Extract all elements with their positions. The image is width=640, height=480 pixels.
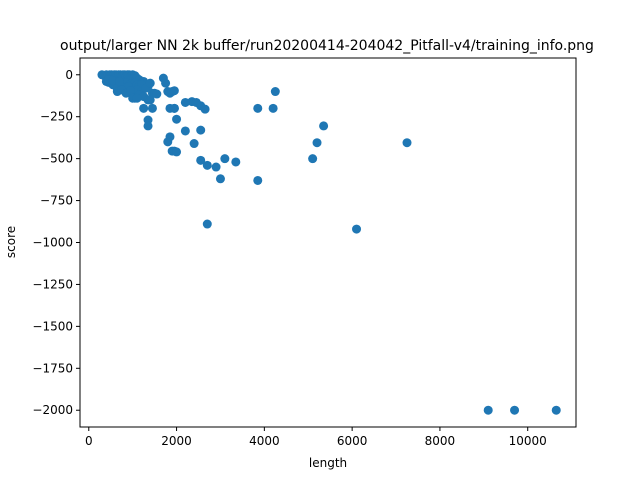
data-point	[551, 405, 561, 415]
data-point	[147, 103, 157, 113]
data-point	[172, 114, 182, 124]
data-point	[169, 86, 179, 96]
data-point	[202, 219, 212, 229]
x-tick-label: 6000	[337, 434, 368, 448]
x-tick-label: 4000	[249, 434, 280, 448]
data-point	[231, 157, 241, 167]
y-axis: 0 −250 −500 −750 −1000 −1250 −1500 −1750 −2000	[32, 68, 80, 417]
data-point	[145, 78, 155, 88]
data-points	[97, 70, 561, 415]
data-point	[510, 405, 520, 415]
data-point	[270, 87, 280, 97]
y-tick-label: 0	[65, 68, 73, 82]
x-tick-label: 8000	[425, 434, 456, 448]
data-point	[253, 103, 263, 113]
y-axis-label: score	[4, 226, 18, 258]
data-point	[402, 138, 412, 148]
data-point	[196, 155, 206, 165]
y-tick-label: −1500	[32, 319, 73, 333]
data-point	[312, 138, 322, 148]
data-point	[200, 104, 210, 114]
data-point	[483, 405, 493, 415]
data-point	[268, 103, 278, 113]
x-tick-label: 10000	[509, 434, 547, 448]
data-point	[220, 154, 230, 164]
y-tick-label: −2000	[32, 403, 73, 417]
data-point	[352, 224, 362, 234]
data-point	[202, 160, 212, 170]
data-point	[132, 93, 142, 103]
x-tick-label: 2000	[161, 434, 192, 448]
y-tick-label: −250	[40, 110, 73, 124]
data-point	[145, 95, 155, 105]
data-point	[108, 76, 118, 86]
data-point	[125, 86, 135, 96]
data-point	[180, 97, 190, 107]
data-point	[189, 139, 199, 149]
data-point	[169, 103, 179, 113]
x-axis-label: length	[309, 456, 347, 470]
y-tick-label: −1750	[32, 361, 73, 375]
y-tick-label: −1000	[32, 236, 73, 250]
data-point	[196, 125, 206, 135]
data-point	[143, 121, 153, 131]
y-tick-label: −750	[40, 194, 73, 208]
data-point	[211, 162, 221, 172]
data-point	[319, 121, 329, 131]
x-axis: 0 2000 4000 6000 8000 10000	[85, 427, 547, 448]
data-point	[152, 89, 162, 99]
data-point	[180, 126, 190, 136]
data-point	[165, 132, 175, 142]
data-point	[172, 147, 182, 157]
y-tick-label: −1250	[32, 277, 73, 291]
data-point	[139, 103, 149, 113]
x-tick-label: 0	[85, 434, 93, 448]
data-point	[115, 76, 125, 86]
data-point	[215, 174, 225, 184]
data-point	[308, 154, 318, 164]
y-tick-label: −500	[40, 152, 73, 166]
chart-title: output/larger NN 2k buffer/run20200414-2…	[60, 38, 594, 54]
data-point	[253, 175, 263, 185]
data-point	[161, 78, 171, 88]
